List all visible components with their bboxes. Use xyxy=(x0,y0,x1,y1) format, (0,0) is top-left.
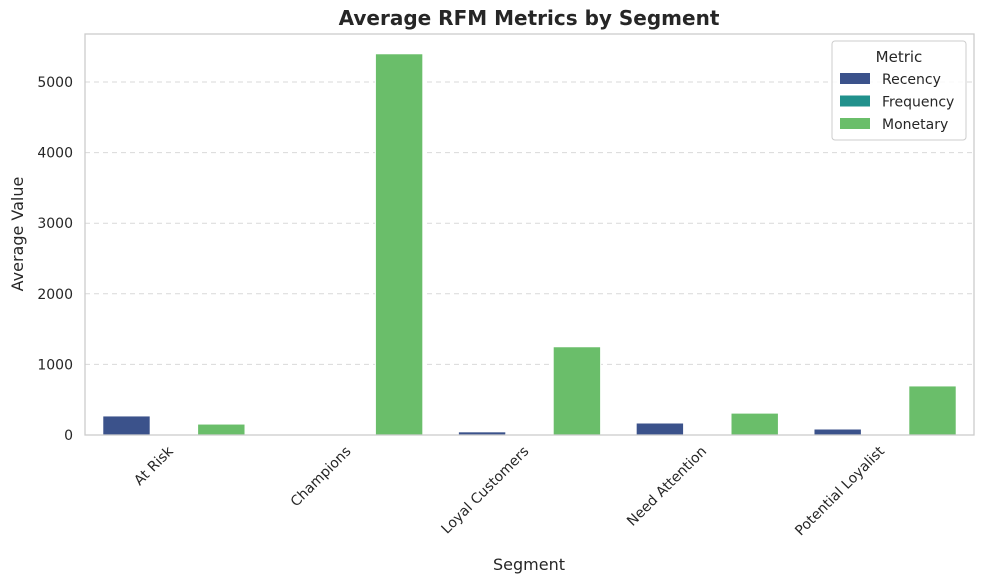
legend-items: Recency Frequency Monetary xyxy=(840,72,954,133)
legend-label-monetary: Monetary xyxy=(882,117,948,133)
y-axis-label: Average Value xyxy=(8,177,27,292)
legend-box xyxy=(831,40,967,141)
y-tick-label-4000: 4000 xyxy=(37,146,73,162)
legend-label-frequency: Frequency xyxy=(882,95,954,111)
legend-swatch-monetary xyxy=(840,118,870,129)
bar-recency-potential-loyalist xyxy=(813,428,862,436)
bar-monetary-loyal-customers xyxy=(552,346,602,436)
legend-title: Metric xyxy=(876,48,923,66)
y-tick-label-2000: 2000 xyxy=(37,287,73,303)
bar-recency-need-attention xyxy=(635,422,685,436)
grid-lines xyxy=(85,81,974,365)
bar-monetary-at-risk xyxy=(197,423,246,436)
bar-monetary-potential-loyalist xyxy=(908,385,957,436)
legend-swatch-frequency xyxy=(840,95,870,107)
bar-monetary-need-attention xyxy=(730,412,779,436)
legend: Metric Recency Frequency Monetary xyxy=(831,40,967,141)
legend-label-recency: Recency xyxy=(882,72,941,88)
x-axis-label: Segment xyxy=(493,555,565,574)
y-axis-ticks: 0 1000 2000 3000 4000 5000 xyxy=(37,75,73,444)
chart-title: Average RFM Metrics by Segment xyxy=(339,6,720,30)
y-tick-label-5000: 5000 xyxy=(37,75,73,91)
plot-frame xyxy=(84,33,975,436)
y-tick-label-1000: 1000 xyxy=(37,357,73,373)
legend-swatch-recency xyxy=(840,73,870,84)
bar-monetary-champions xyxy=(374,53,424,436)
bar-recency-at-risk xyxy=(102,415,151,436)
y-tick-label-3000: 3000 xyxy=(37,216,73,232)
y-tick-label-0: 0 xyxy=(64,428,73,444)
